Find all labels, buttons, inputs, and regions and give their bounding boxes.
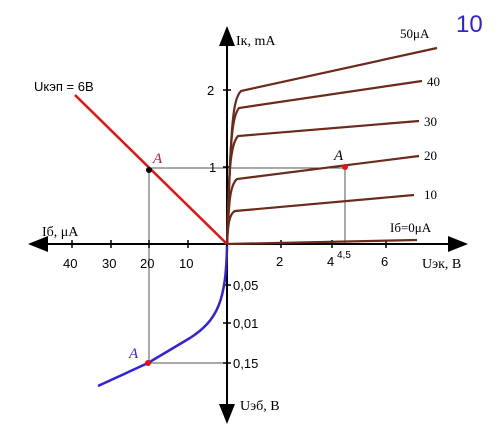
point-label: A [333, 148, 344, 164]
curve-label: 20 [424, 148, 437, 163]
output-curves [225, 46, 438, 246]
tick-label: 1 [209, 160, 216, 175]
curve-label: 10 [424, 187, 437, 202]
curve-label: 30 [424, 114, 437, 129]
point-label: A [128, 346, 139, 362]
corner-number: 10 [456, 11, 483, 38]
tick-label: 40 [63, 256, 77, 271]
curve-label: 40 [427, 74, 440, 89]
tick-label: 0,05 [233, 278, 258, 293]
tick-label: 0,15 [233, 356, 258, 371]
tick-label: 4 [327, 254, 334, 269]
axis-label: Iк, mA [236, 34, 276, 49]
axis-label: Iб, μA [42, 225, 79, 240]
axis-label: Uэк, В [422, 257, 461, 272]
point-dot [146, 167, 152, 173]
tick-label: 10 [179, 256, 193, 271]
point-dot [342, 164, 348, 170]
input-curve [97, 245, 229, 388]
curve-label: 50μA [400, 26, 430, 41]
load-line-label: Uкэп = 6В [34, 79, 94, 94]
tick-label: 2 [207, 83, 214, 98]
point-label: A [152, 151, 163, 167]
tick-label: 4,5 [337, 250, 351, 261]
axis-label: Uэб, В [240, 399, 280, 414]
tick-label: 6 [381, 254, 388, 269]
curve-label: Iб=0μA [390, 220, 432, 235]
point-dot [145, 360, 151, 366]
tick-label: 30 [102, 256, 116, 271]
tick-label: 2 [276, 254, 283, 269]
tick-label: 0,01 [233, 316, 258, 331]
tick-label: 20 [140, 256, 154, 271]
